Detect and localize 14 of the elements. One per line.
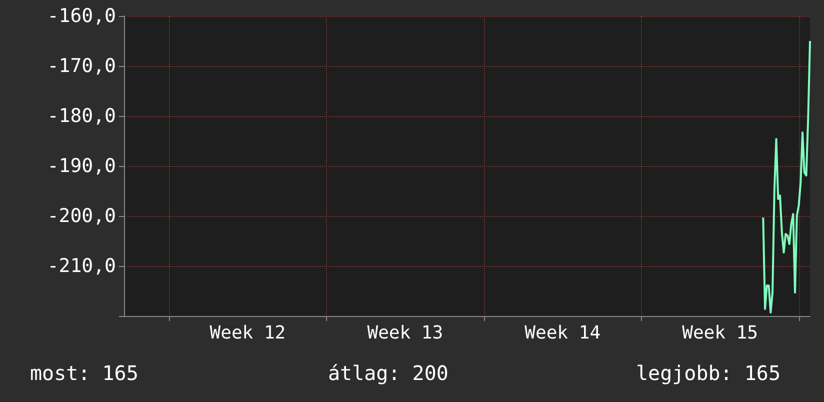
x-tick-label: Week 13 (367, 322, 444, 344)
x-tick-label: Week 15 (682, 322, 758, 344)
y-tick-label: -200,0 (47, 205, 116, 227)
x-tick-label: Week 14 (524, 322, 601, 344)
y-tick-label: -210,0 (47, 255, 116, 277)
y-tick-label: -170,0 (47, 55, 116, 77)
text: legjobb: 165 (636, 361, 780, 385)
text: most: 165 (30, 361, 138, 385)
line-series (762, 40, 811, 314)
y-tick-label: -190,0 (47, 155, 116, 177)
x-tick-label: Week 12 (210, 322, 286, 344)
y-tick-label: -160,0 (47, 5, 116, 27)
text: átlag: 200 (328, 361, 448, 385)
y-tick-label: -180,0 (47, 105, 116, 127)
